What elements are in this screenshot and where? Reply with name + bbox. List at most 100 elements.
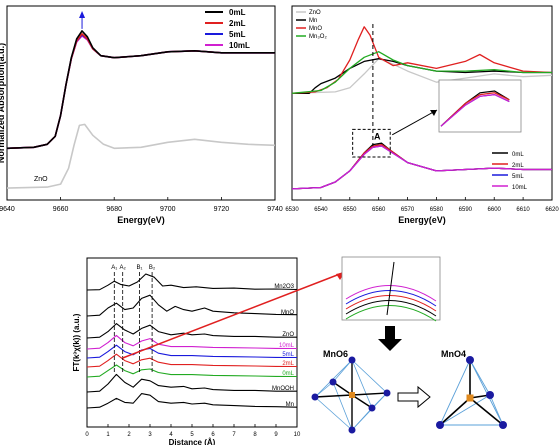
down-arrow: [378, 326, 402, 351]
x-tick-label: 7: [232, 432, 236, 438]
mno6-edge: [371, 392, 388, 409]
zoom-box: [352, 128, 391, 158]
x-tick-label: 6: [211, 432, 215, 438]
annotation-zno: ZnO: [34, 176, 48, 183]
x-axis-label: Energy(eV): [398, 215, 446, 225]
transform-arrow: [397, 385, 431, 409]
mno6-edge: [314, 359, 353, 398]
series-label-Mn: Mn: [286, 402, 294, 408]
ft-inset-curve: [345, 295, 437, 312]
series-label-MnO: MnO: [281, 310, 294, 316]
series-label-Mn2O3: Mn2O3: [274, 284, 294, 290]
series-line-Mn₃O₂: [291, 51, 552, 94]
series-label-2mL: 2mL: [282, 361, 294, 367]
mno4-oxygen-atom: [466, 356, 474, 364]
structure-label-left: MnO6: [323, 349, 348, 359]
inset-frame: [438, 79, 522, 133]
x-tick-label: 6570: [401, 207, 415, 213]
mno4-oxygen-atom: [436, 421, 444, 429]
mno6-oxygen-atom: [329, 378, 337, 386]
series-line-MnO: [86, 294, 298, 317]
panel-xanes-zn: 9640 9660 9680 9700 9720 9740 Energy(eV) Normal…: [0, 5, 283, 225]
structure-label-right: MnO4: [441, 349, 466, 359]
series-line-ZnO: [291, 58, 553, 94]
mno4-bond: [439, 397, 471, 426]
mno4-edge: [489, 394, 504, 426]
mno6-oxygen-atom: [348, 426, 356, 434]
x-tick-label: 9680: [106, 206, 122, 213]
mno4-mn-atom: [466, 394, 474, 402]
x-tick-label: 3: [148, 432, 152, 438]
panel-ft-exafs: 0 1 2 3 4 5 6 7 8 9 10 Distance (Å) FT(k³χ(k)) (a.u.…: [72, 257, 346, 445]
inset-line-10mL: [440, 93, 510, 127]
mno6-edge: [314, 381, 334, 398]
x-tick-label: 1: [106, 432, 110, 438]
marker-label: B₂: [149, 265, 156, 271]
mno6-oxygen-atom: [368, 404, 376, 412]
annotation-a: A: [374, 131, 381, 141]
series-label-0mL: 0mL: [282, 371, 294, 377]
series-line-0mL: [86, 364, 298, 378]
plot-frame: [6, 5, 276, 201]
mno6-edge: [332, 381, 353, 431]
x-tick-label: 9660: [53, 206, 69, 213]
mno6-bond: [351, 392, 388, 396]
mno4-oxygen-atom: [499, 421, 507, 429]
mno6-mn-atom: [349, 392, 355, 398]
mno6-oxygen-atom: [383, 389, 391, 397]
series-line-2mL: [86, 353, 298, 368]
y-axis-label: Normalized Absorption(a.u.): [0, 43, 6, 163]
arrow-head: [79, 10, 86, 18]
mno6-bond: [314, 394, 353, 398]
marker-label: A₂: [120, 265, 127, 271]
x-tick-label: 9740: [267, 206, 283, 213]
ft-inset-curve: [345, 305, 437, 322]
mno6-bond: [332, 381, 353, 396]
legend-label-2mL: 2mL: [229, 19, 246, 28]
x-tick-label: 0: [85, 432, 89, 438]
x-tick-label: 8: [253, 432, 257, 438]
x-tick-label: 6590: [459, 207, 473, 213]
mno4-edge: [469, 359, 504, 426]
plot-frame: [291, 5, 553, 201]
mno6-edge: [351, 359, 388, 394]
x-tick-label: 4: [169, 432, 173, 438]
series-line-Mn: [292, 58, 552, 94]
mno4-bond: [469, 397, 504, 426]
inset-line-2mL: [440, 92, 510, 127]
x-tick-label: 6530: [285, 207, 299, 213]
panel-xanes-mn: 6530 6540 6550 6560 6570 6580 6590 6600 6610 6620…: [285, 5, 559, 225]
mno6-edge: [351, 407, 373, 431]
series-line-10mL: [291, 145, 552, 190]
x-tick-label: 9640: [0, 206, 15, 213]
series-line-ZnO: [86, 323, 297, 339]
x-tick-label: 6620: [545, 207, 559, 213]
series-line-5mL: [86, 344, 298, 359]
legend-label-10mL: 10mL: [229, 41, 250, 50]
series-line-10mL: [86, 334, 298, 350]
zoom-arrow: [391, 109, 438, 136]
x-tick-label: 6560: [372, 207, 386, 213]
mno6-edge: [332, 359, 353, 383]
x-tick-label: 6600: [488, 207, 502, 213]
mno6-edge: [314, 396, 353, 431]
legend-label-5mL: 5mL: [229, 30, 246, 39]
callout-line: [122, 271, 346, 359]
marker-label: A₁: [111, 265, 117, 271]
ft-inset-curve: [345, 290, 437, 307]
mno6-edge: [351, 359, 373, 409]
x-tick-label: 9700: [160, 206, 176, 213]
series-label-10mL: 10mL: [279, 343, 295, 349]
series-line-5mL: [6, 34, 275, 150]
x-tick-label: 6580: [430, 207, 444, 213]
ft-inset-marker: [386, 261, 395, 316]
x-tick-label: 6610: [516, 207, 530, 213]
series-line-2mL: [6, 33, 275, 150]
mno4-edge: [469, 359, 491, 396]
mno6-oxygen-atom: [348, 356, 356, 364]
mno6-oxygen-atom: [311, 393, 319, 401]
series-line-reference: [6, 123, 276, 189]
mno4-oxygen-atom: [486, 391, 494, 399]
mno4-edge: [439, 359, 471, 426]
